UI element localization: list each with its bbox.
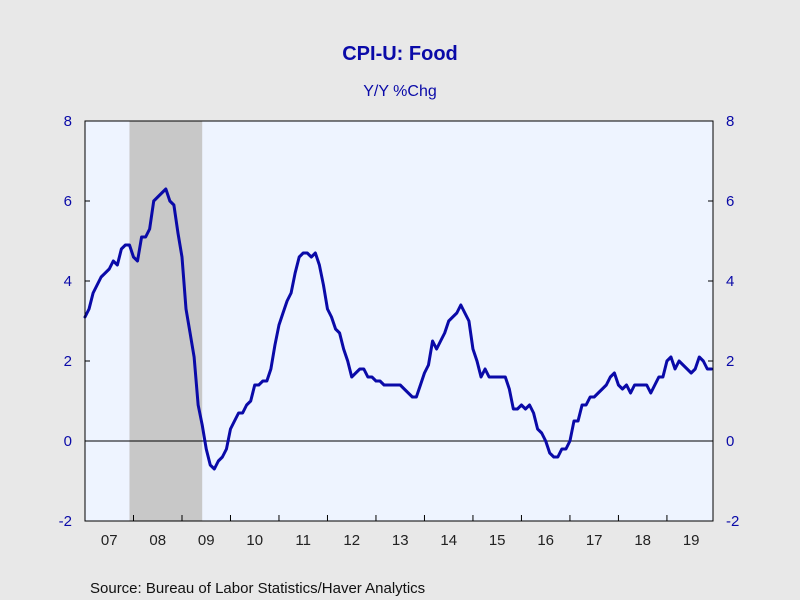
x-tick-label: 11 bbox=[295, 532, 311, 549]
x-tick-label: 17 bbox=[586, 532, 603, 549]
y-tick-label-right: 8 bbox=[726, 113, 734, 130]
x-tick-label: 07 bbox=[101, 532, 118, 549]
x-tick-label: 09 bbox=[198, 532, 215, 549]
x-tick-label: 19 bbox=[683, 532, 700, 549]
y-tick-label-right: 2 bbox=[726, 353, 734, 370]
chart-subtitle: Y/Y %Chg bbox=[363, 83, 437, 100]
x-tick-label: 12 bbox=[343, 532, 360, 549]
y-tick-label-left: 4 bbox=[64, 273, 72, 290]
recession-band bbox=[129, 121, 203, 521]
chart-title: CPI-U: Food bbox=[342, 43, 458, 65]
x-tick-label: 08 bbox=[149, 532, 166, 549]
x-tick-label: 15 bbox=[489, 532, 506, 549]
y-tick-label-right: 6 bbox=[726, 193, 734, 210]
y-tick-label-right: -2 bbox=[726, 513, 739, 530]
x-tick-label: 13 bbox=[392, 532, 409, 549]
y-tick-label-left: 6 bbox=[64, 193, 72, 210]
y-tick-label-left: -2 bbox=[59, 513, 72, 530]
plot-frame bbox=[84, 120, 714, 522]
x-tick-label: 10 bbox=[246, 532, 263, 549]
y-tick-label-left: 2 bbox=[64, 353, 72, 370]
series-line bbox=[83, 187, 713, 471]
y-tick-label-right: 4 bbox=[726, 273, 734, 290]
x-tick-label: 14 bbox=[440, 532, 457, 549]
y-tick-label-right: 0 bbox=[726, 433, 734, 450]
x-tick-label: 16 bbox=[537, 532, 554, 549]
y-tick-label-left: 0 bbox=[64, 433, 72, 450]
source-note: Source: Bureau of Labor Statistics/Haver… bbox=[90, 580, 425, 597]
y-tick-label-left: 8 bbox=[64, 113, 72, 130]
x-tick-label: 18 bbox=[634, 532, 651, 549]
